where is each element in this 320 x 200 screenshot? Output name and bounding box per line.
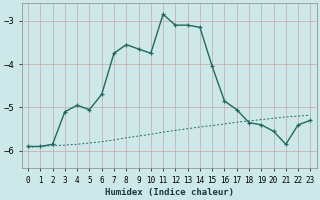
X-axis label: Humidex (Indice chaleur): Humidex (Indice chaleur) [105, 188, 234, 197]
